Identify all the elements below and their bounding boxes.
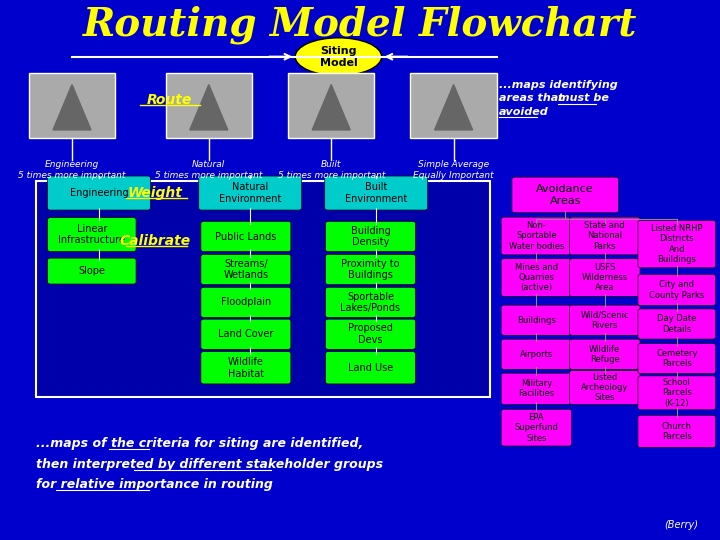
Text: Church
Parcels: Church Parcels [662, 422, 692, 441]
FancyBboxPatch shape [501, 339, 572, 369]
Polygon shape [435, 85, 472, 130]
FancyBboxPatch shape [570, 370, 640, 404]
FancyBboxPatch shape [48, 258, 136, 284]
Text: Siting
Model: Siting Model [320, 46, 357, 68]
Ellipse shape [295, 38, 382, 76]
Bar [29, 73, 115, 138]
FancyBboxPatch shape [201, 221, 291, 252]
FancyBboxPatch shape [48, 176, 150, 210]
Polygon shape [190, 85, 228, 130]
FancyBboxPatch shape [325, 319, 415, 349]
FancyBboxPatch shape [501, 409, 572, 446]
Text: Land Use: Land Use [348, 363, 393, 373]
Text: Slope: Slope [78, 266, 105, 276]
FancyBboxPatch shape [325, 287, 415, 318]
FancyBboxPatch shape [201, 319, 291, 349]
Text: Floodplain: Floodplain [221, 298, 271, 307]
FancyBboxPatch shape [325, 352, 415, 384]
Text: Non-
Sportable
Water bodies: Non- Sportable Water bodies [509, 221, 564, 251]
FancyBboxPatch shape [48, 218, 136, 252]
Text: Public Lands: Public Lands [215, 232, 276, 241]
FancyBboxPatch shape [201, 287, 291, 318]
FancyBboxPatch shape [638, 220, 716, 268]
Text: Airports: Airports [520, 350, 553, 359]
Text: Day Date
Details: Day Date Details [657, 314, 696, 334]
Text: for relative importance in routing: for relative importance in routing [36, 478, 273, 491]
Text: avoided: avoided [499, 107, 549, 117]
FancyBboxPatch shape [501, 259, 572, 296]
FancyBboxPatch shape [638, 274, 716, 306]
FancyBboxPatch shape [638, 309, 716, 339]
FancyBboxPatch shape [638, 415, 716, 448]
Text: ...maps of the criteria for siting are identified,: ...maps of the criteria for siting are i… [36, 437, 364, 450]
Text: Military
Facilities: Military Facilities [518, 379, 554, 399]
Text: USFS
Wilderness
Area: USFS Wilderness Area [582, 262, 628, 293]
Text: Routing Model Flowchart: Routing Model Flowchart [83, 5, 637, 44]
FancyBboxPatch shape [501, 373, 572, 404]
Text: must be: must be [558, 93, 609, 103]
Text: Mines and
Quarries
(active): Mines and Quarries (active) [515, 262, 558, 293]
FancyBboxPatch shape [501, 305, 572, 335]
Bar [288, 73, 374, 138]
Polygon shape [312, 85, 350, 130]
FancyBboxPatch shape [570, 217, 640, 255]
FancyBboxPatch shape [512, 177, 618, 213]
FancyBboxPatch shape [325, 254, 415, 285]
Text: Proximity to
Buildings: Proximity to Buildings [341, 259, 400, 280]
Text: (Berry): (Berry) [665, 520, 698, 530]
Text: Simple Average
Equally Important: Simple Average Equally Important [413, 160, 494, 180]
FancyBboxPatch shape [501, 217, 572, 255]
Text: Sportable
Lakes/Ponds: Sportable Lakes/Ponds [341, 292, 400, 313]
Text: Avoidance
Areas: Avoidance Areas [536, 184, 594, 206]
FancyBboxPatch shape [570, 259, 640, 296]
FancyBboxPatch shape [570, 339, 640, 369]
Text: Weight: Weight [127, 186, 182, 200]
FancyBboxPatch shape [325, 176, 428, 210]
Text: EPA
Superfund
Sites: EPA Superfund Sites [515, 413, 558, 443]
Text: Built
Environment: Built Environment [345, 183, 408, 204]
Bar [166, 73, 252, 138]
FancyBboxPatch shape [570, 305, 640, 335]
Text: Proposed
Devs: Proposed Devs [348, 323, 393, 345]
Bar [410, 73, 497, 138]
FancyBboxPatch shape [201, 352, 291, 384]
Text: Building
Density: Building Density [351, 226, 390, 247]
Text: State and
National
Parks: State and National Parks [585, 221, 625, 251]
Text: Cemetery
Parcels: Cemetery Parcels [656, 349, 698, 368]
Text: Natural
Environment: Natural Environment [219, 183, 282, 204]
Bar [36, 181, 490, 397]
FancyBboxPatch shape [201, 254, 291, 285]
FancyBboxPatch shape [325, 221, 415, 252]
Text: Streams/
Wetlands: Streams/ Wetlands [223, 259, 269, 280]
Text: Engineering: Engineering [70, 188, 128, 198]
FancyBboxPatch shape [199, 176, 302, 210]
Text: City and
County Parks: City and County Parks [649, 280, 704, 300]
Text: School
Parcels
(K-12): School Parcels (K-12) [662, 378, 692, 408]
Text: Wild/Scenic
Rivers: Wild/Scenic Rivers [580, 310, 629, 330]
Text: Natural
5 times more important: Natural 5 times more important [155, 160, 263, 180]
Text: Wildlife
Habitat: Wildlife Habitat [228, 357, 264, 379]
Text: Built
5 times more important: Built 5 times more important [277, 160, 385, 180]
Text: Engineering
5 times more important: Engineering 5 times more important [18, 160, 126, 180]
Text: Listed
Archeology
Sites: Listed Archeology Sites [581, 373, 629, 402]
Text: areas that: areas that [499, 93, 567, 103]
Text: Buildings: Buildings [517, 316, 556, 325]
Text: Calibrate: Calibrate [120, 234, 190, 248]
Text: Listed NRHP
Districts
And
Buildings: Listed NRHP Districts And Buildings [651, 224, 703, 264]
Polygon shape [53, 85, 91, 130]
FancyBboxPatch shape [638, 376, 716, 410]
FancyBboxPatch shape [638, 343, 716, 374]
Text: Land Cover: Land Cover [218, 329, 274, 339]
Text: Route: Route [147, 93, 192, 107]
Text: ...maps identifying: ...maps identifying [499, 80, 618, 90]
Text: then interpreted by different stakeholder groups: then interpreted by different stakeholde… [36, 458, 383, 471]
Text: Wildlife
Refuge: Wildlife Refuge [589, 345, 621, 364]
Text: Linear
Infrastructure: Linear Infrastructure [58, 224, 125, 245]
